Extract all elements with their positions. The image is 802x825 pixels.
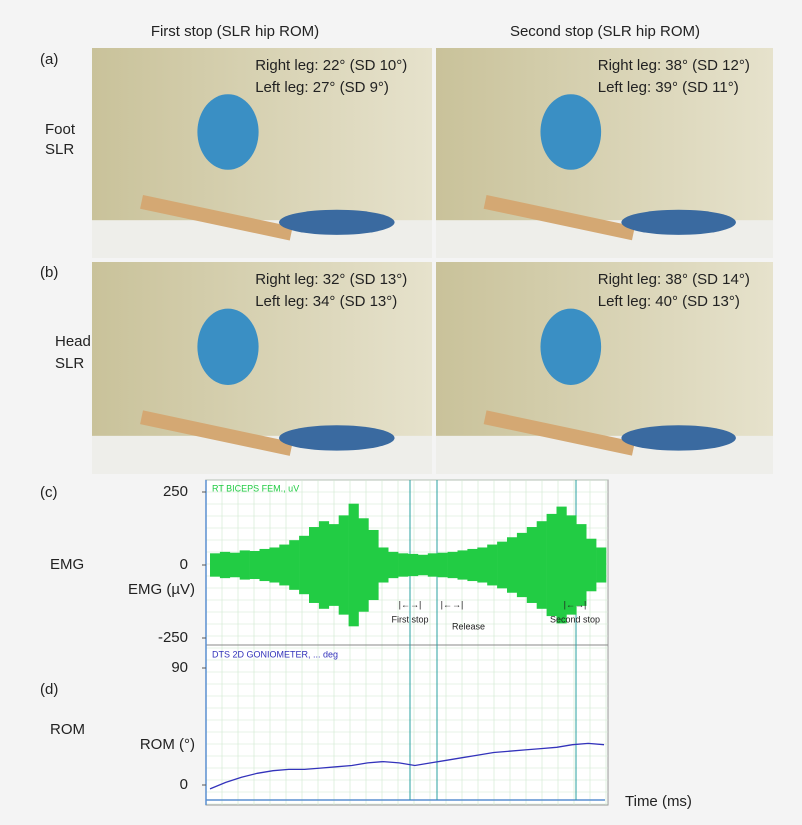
- column-header: Second stop (SLR hip ROM): [510, 23, 700, 40]
- y-tick-label: 0: [180, 556, 188, 573]
- emg-envelope: [477, 547, 487, 582]
- row-name: SLR: [55, 355, 84, 372]
- emg-envelope: [537, 521, 547, 609]
- annotation: Left leg: 39° (SD 11°): [598, 79, 739, 96]
- axis-label: ROM (°): [140, 736, 195, 753]
- emg-envelope: [289, 540, 299, 590]
- emg-envelope: [378, 547, 388, 582]
- emg-envelope: [547, 514, 557, 616]
- row-name: EMG: [50, 556, 84, 573]
- person: [197, 94, 258, 170]
- emg-envelope: [388, 552, 398, 578]
- event-marker: |←→|: [399, 599, 422, 609]
- annotation: Right leg: 38° (SD 12°): [598, 57, 750, 74]
- y-tick-label: 250: [163, 483, 188, 500]
- column-header: First stop (SLR hip ROM): [151, 23, 319, 40]
- annotation: Right leg: 38° (SD 14°): [598, 271, 750, 288]
- emg-envelope: [517, 533, 527, 597]
- panel-label: (c): [40, 484, 58, 501]
- emg-envelope: [279, 545, 289, 586]
- axis-label: Time (ms): [625, 793, 692, 810]
- event-label: First stop: [391, 614, 428, 624]
- emg-envelope: [260, 549, 270, 581]
- column-headers: First stop (SLR hip ROM) Second stop (SL…: [151, 23, 700, 40]
- emg-envelope: [349, 504, 359, 627]
- row-name: SLR: [45, 141, 74, 158]
- panel-label: (a): [40, 51, 58, 68]
- emg-envelope: [408, 554, 418, 576]
- emg-envelope: [329, 524, 339, 606]
- emg-envelope: [230, 553, 240, 578]
- emg-envelope: [210, 553, 220, 576]
- patient: [279, 425, 395, 450]
- channel-label: DTS 2D GONIOMETER, ... deg: [212, 649, 338, 659]
- emg-envelope: [418, 555, 428, 575]
- emg-envelope: [487, 545, 497, 586]
- patient: [621, 425, 736, 450]
- emg-envelope: [438, 553, 448, 578]
- annotation: Left leg: 27° (SD 9°): [255, 79, 389, 96]
- emg-envelope: [319, 521, 329, 609]
- y-tick-label: 90: [171, 659, 188, 676]
- emg-envelope: [596, 547, 606, 582]
- annotation: Right leg: 22° (SD 10°): [255, 57, 407, 74]
- event-marker: |←→|: [564, 599, 587, 609]
- emg-envelope: [527, 527, 537, 603]
- emg-envelope: [339, 515, 349, 614]
- axis-label: EMG (µV): [128, 581, 195, 598]
- panel-label: (b): [40, 264, 58, 281]
- event-label: Release: [452, 621, 485, 631]
- emg-envelope: [576, 524, 586, 606]
- event-label: Second stop: [550, 614, 600, 624]
- annotation: Left leg: 40° (SD 13°): [598, 293, 740, 310]
- emg-envelope: [309, 527, 319, 603]
- patient: [279, 210, 395, 235]
- y-tick-label: 0: [180, 776, 188, 793]
- emg-envelope: [359, 518, 369, 611]
- emg-envelope: [507, 537, 517, 592]
- emg-envelope: [398, 553, 408, 576]
- emg-envelope: [467, 549, 477, 581]
- emg-envelope: [220, 552, 230, 578]
- event-marker: |←→|: [441, 599, 464, 609]
- person: [540, 94, 601, 170]
- annotation: Right leg: 32° (SD 13°): [255, 271, 407, 288]
- plots: RT BICEPS FEM., uV First stop |←→| Release |…: [206, 480, 608, 805]
- emg-envelope: [250, 551, 260, 579]
- panel-label: (d): [40, 681, 58, 698]
- patient: [621, 210, 736, 235]
- row-name: ROM: [50, 721, 85, 738]
- emg-envelope: [497, 542, 507, 589]
- emg-envelope: [240, 550, 250, 579]
- emg-envelope: [428, 553, 438, 576]
- person: [197, 309, 258, 385]
- figure: First stop (SLR hip ROM) Second stop (SL…: [0, 0, 802, 825]
- emg-envelope: [586, 539, 596, 592]
- channel-label: RT BICEPS FEM., uV: [212, 483, 299, 493]
- emg-envelope: [458, 550, 468, 579]
- emg-envelope: [269, 547, 279, 582]
- emg-envelope: [368, 530, 378, 600]
- annotation: Left leg: 34° (SD 13°): [255, 293, 397, 310]
- person: [540, 309, 601, 385]
- row-name: Head: [55, 333, 91, 350]
- emg-envelope: [448, 552, 458, 578]
- photos: Right leg: 22° (SD 10°) Left leg: 27° (SD…: [92, 48, 773, 474]
- row-name: Foot: [45, 121, 76, 138]
- y-tick-label: -250: [158, 629, 188, 646]
- emg-envelope: [299, 536, 309, 594]
